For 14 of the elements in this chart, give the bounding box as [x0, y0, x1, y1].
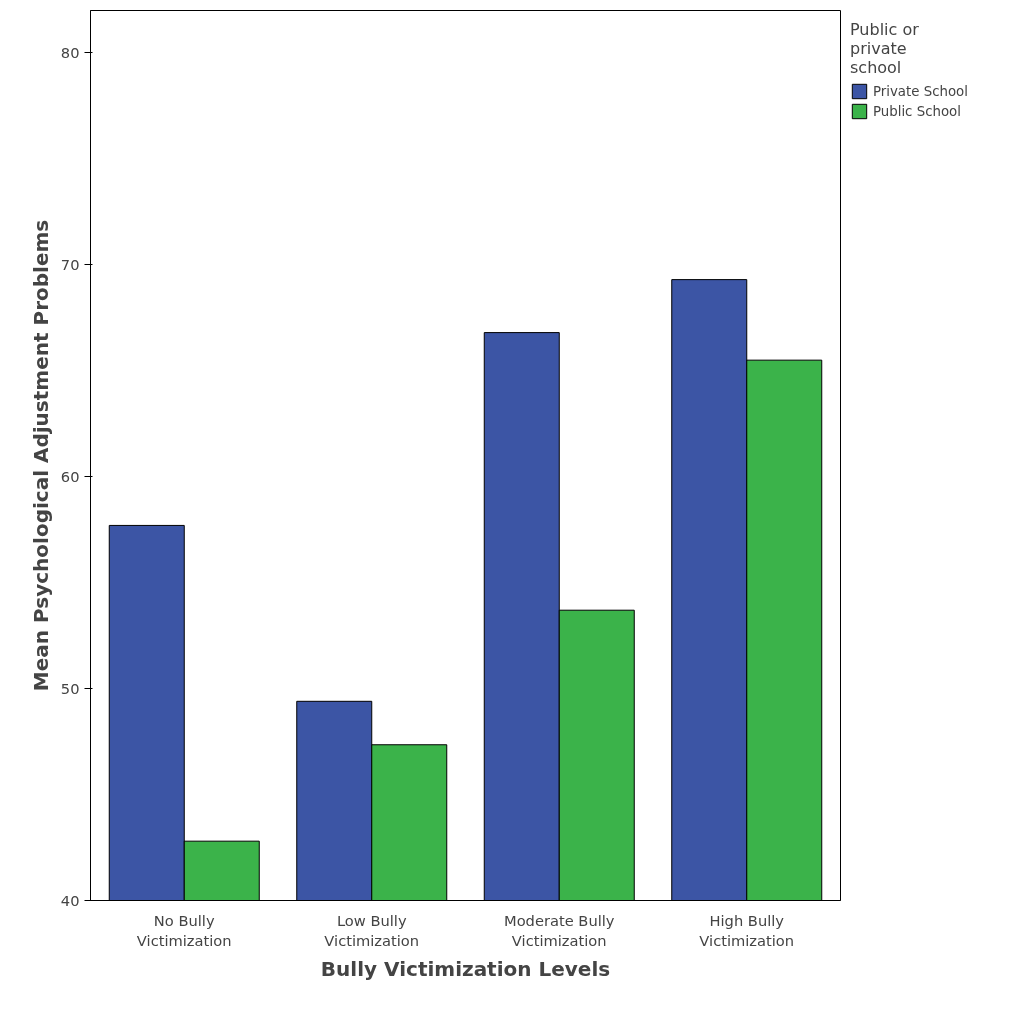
y-tick-label: 70 [60, 255, 80, 273]
x-tick-label: Moderate Bully Victimization [503, 911, 615, 949]
y-tick-label: 50 [60, 679, 80, 697]
y-tick-label: 40 [60, 891, 80, 909]
legend-label: Private School [873, 83, 968, 99]
x-tick-label: Low Bully Victimization [324, 911, 420, 949]
y-tick-label: 60 [60, 467, 80, 485]
legend-label: Public School [873, 103, 961, 119]
y-tick-label: 80 [60, 43, 80, 61]
x-tick-label: No Bully Victimization [136, 911, 232, 949]
x-tick-label: High Bully Victimization [699, 911, 795, 949]
y-axis-title: Mean Psychological Adjustment Problems [28, 219, 53, 692]
legend-title: Public or private school [850, 20, 920, 77]
x-axis-title: Bully Victimization Levels [320, 956, 611, 981]
